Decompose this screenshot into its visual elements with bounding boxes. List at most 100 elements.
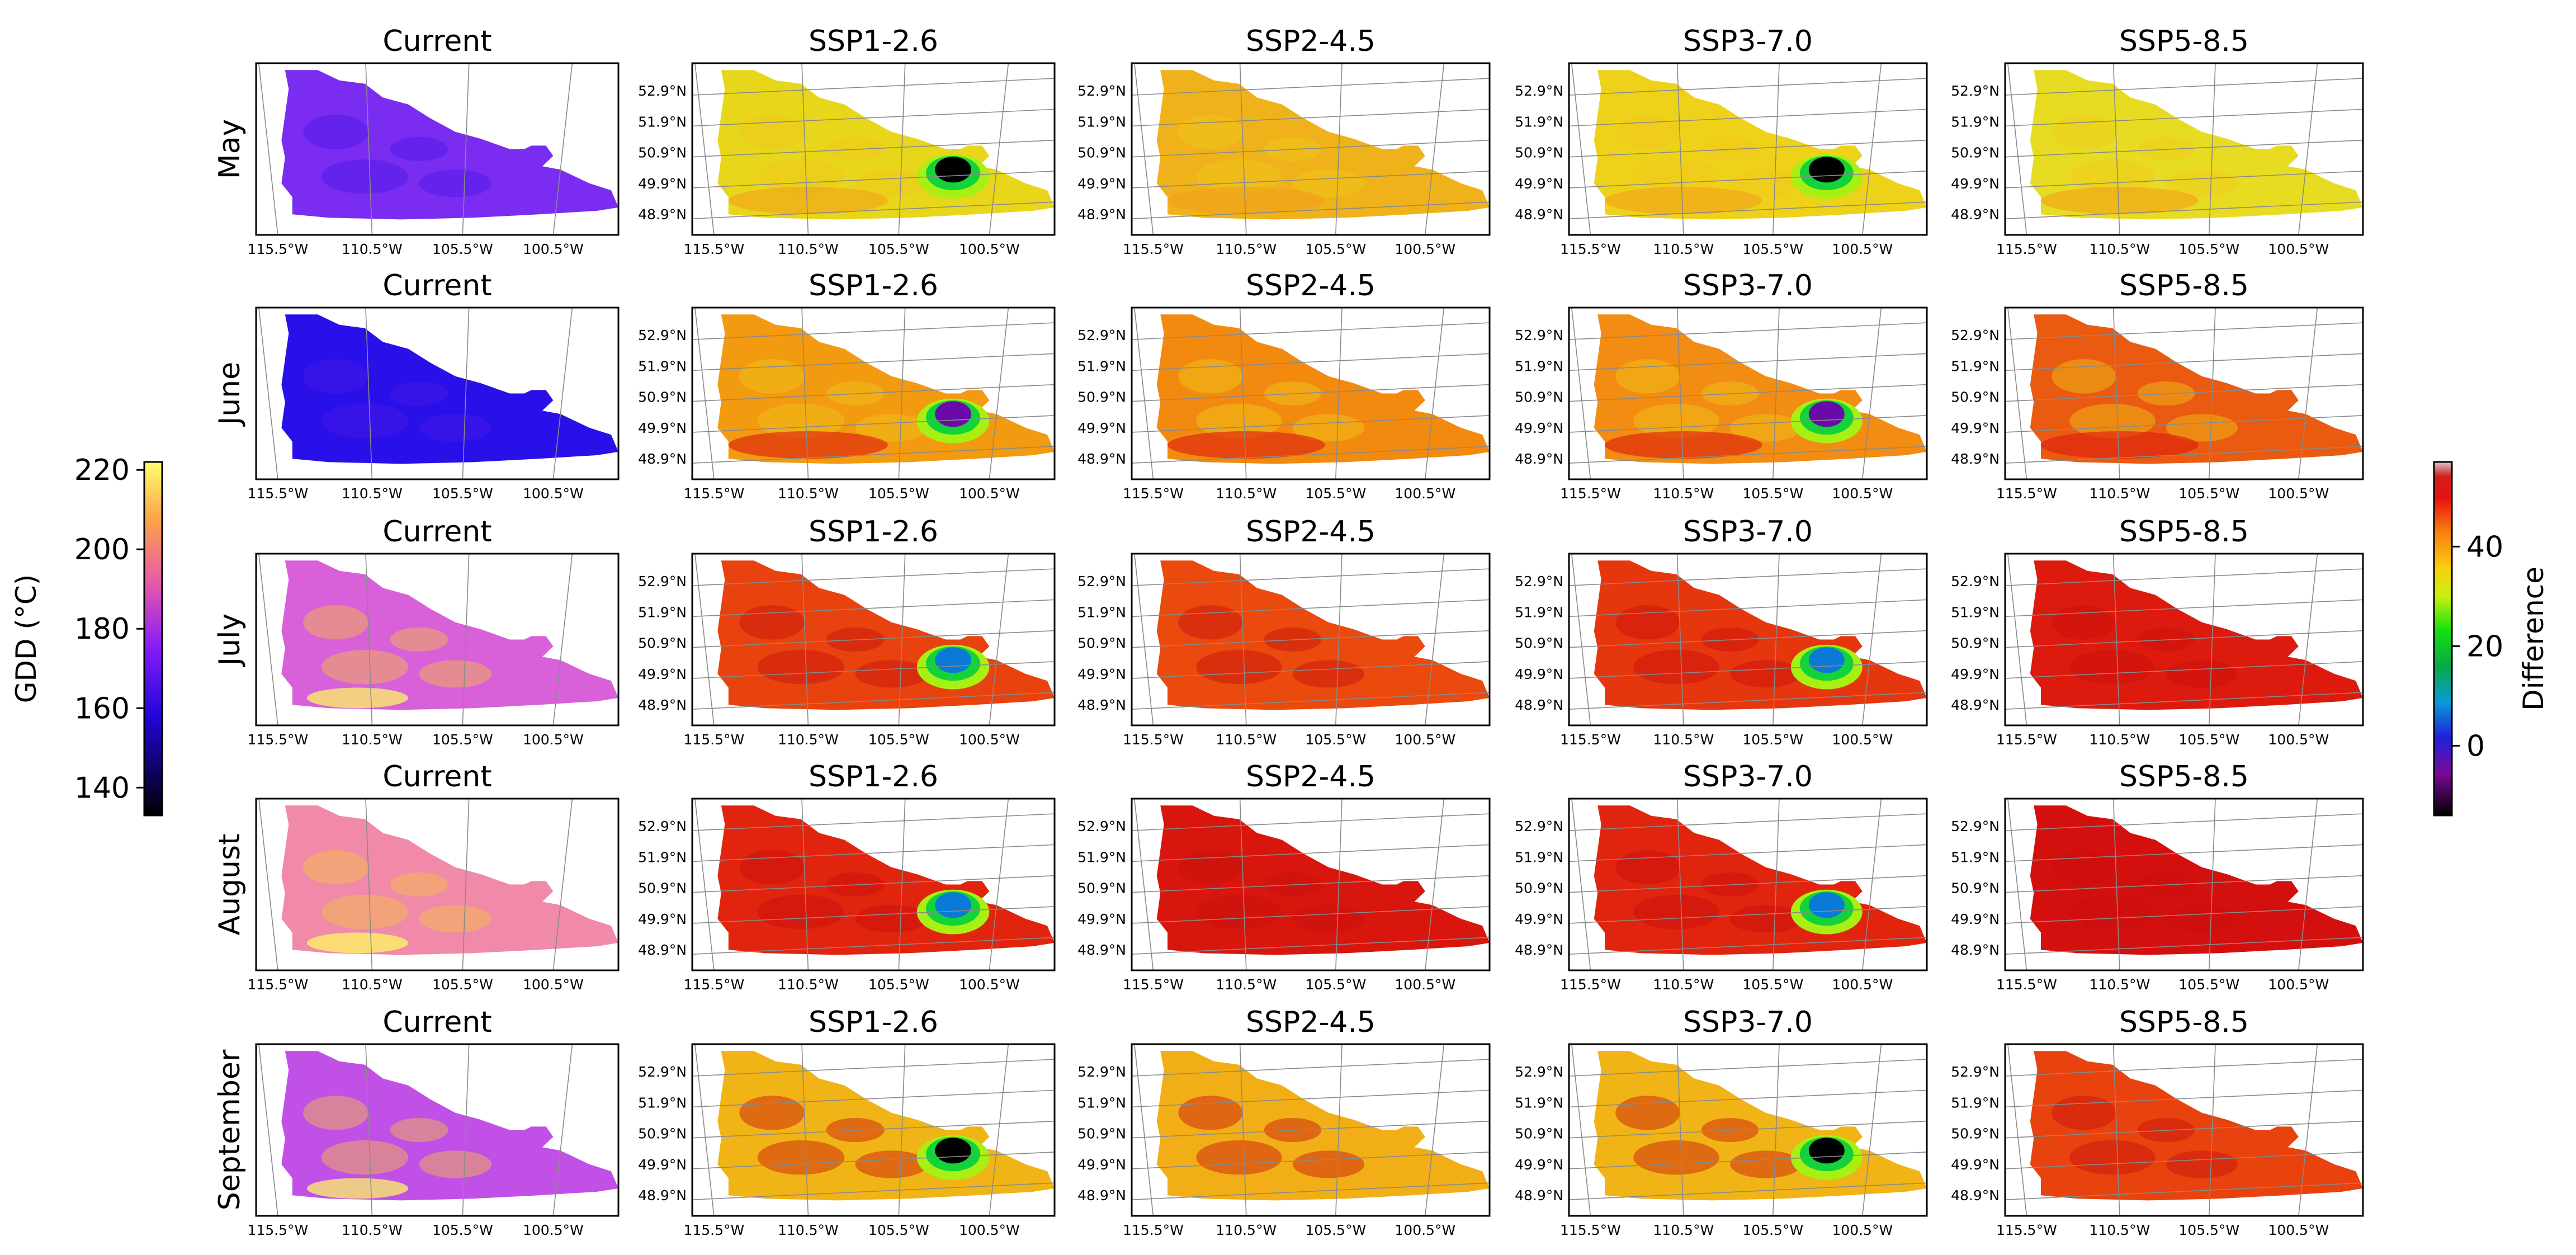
lon-tick-label: 100.5°W — [1832, 241, 1893, 257]
meridian-line — [694, 799, 715, 970]
contour-blob — [1168, 187, 1325, 215]
map-panel-july-ssp5-8.5: SSP5-8.5 115.5°W 110.5°W 105.5°W 100.5°W 52.9… — [1951, 515, 2364, 748]
meridian-line — [2298, 1044, 2318, 1216]
meridian-line — [365, 799, 373, 970]
contour-blob — [1293, 1150, 1364, 1178]
graticule — [258, 308, 573, 479]
panel-frame — [1568, 1043, 1928, 1217]
lon-tick-label: 115.5°W — [1123, 732, 1184, 748]
colorbar-label: GDD (°C) — [10, 574, 42, 704]
graticule — [692, 799, 1055, 970]
lon-tick-label: 105.5°W — [432, 241, 493, 257]
contour-blob — [1293, 905, 1364, 933]
contour-blob — [1196, 649, 1282, 685]
meridian-line — [1335, 799, 1343, 970]
parallel-line — [1132, 568, 1490, 586]
panel-frame — [1131, 553, 1491, 726]
lat-tick-label: 51.9°N — [1077, 849, 1126, 865]
lat-tick-label: 48.9°N — [1951, 942, 2000, 958]
parallel-line — [1132, 692, 1490, 710]
lon-tick-label: 110.5°W — [778, 976, 839, 993]
lon-tick-label: 115.5°W — [247, 241, 308, 257]
lat-tick-label: 51.9°N — [1515, 604, 1563, 620]
graticule — [258, 554, 573, 725]
graticule — [1569, 799, 1927, 970]
parallel-line — [1569, 353, 1927, 371]
parallel-line — [1569, 692, 1927, 710]
contour-blob — [757, 159, 845, 194]
lon-tick-label: 100.5°W — [959, 1222, 1020, 1238]
parallel-line — [2005, 1182, 2363, 1200]
parallel-line — [692, 384, 1055, 402]
contour-blob — [1615, 359, 1680, 394]
lon-tick-label: 115.5°W — [247, 732, 308, 748]
contour-blob — [1178, 115, 1243, 149]
colorbar-label: Difference — [2517, 567, 2550, 711]
parallel-line — [1569, 813, 1927, 831]
parallel-line — [2005, 1059, 2363, 1077]
lon-tick-label: 115.5°W — [683, 241, 744, 257]
colorbar-difference: 40 20 0 Difference — [2433, 461, 2550, 817]
parallel-line — [1569, 322, 1927, 340]
lon-tick-label: 110.5°W — [778, 1222, 839, 1238]
contour-blob — [1730, 169, 1802, 197]
meridian-line — [801, 799, 809, 970]
lon-tick-label: 115.5°W — [1123, 1222, 1184, 1238]
lat-tick-label: 52.9°N — [1515, 327, 1563, 343]
anomaly-patch-core — [935, 401, 971, 427]
map-panel-july-ssp1-2.6: SSP1-2.6 115.5°W 110.5°W 105.5°W 100.5°W 52.9… — [638, 515, 1056, 748]
meridian-line — [989, 554, 1009, 725]
meridian-line — [2007, 554, 2027, 725]
contour-blob — [2052, 115, 2116, 149]
contour-blob — [739, 359, 805, 394]
map-panel-august-ssp1-2.6: SSP1-2.6 115.5°W 110.5°W 105.5°W 100.5°W 52.9… — [638, 760, 1056, 993]
lat-tick-label: 51.9°N — [1077, 358, 1126, 374]
parallel-line — [1569, 384, 1927, 402]
lat-tick-label: 48.9°N — [638, 697, 687, 713]
lat-tick-label: 51.9°N — [1515, 358, 1563, 374]
lat-tick-label: 48.9°N — [1515, 206, 1563, 223]
graticule — [258, 1044, 573, 1216]
lat-tick-label: 52.9°N — [638, 327, 687, 343]
lat-tick-label: 48.9°N — [1951, 1187, 2000, 1204]
contour-blob — [1178, 850, 1243, 885]
panel-title: SSP1-2.6 — [809, 515, 938, 549]
meridian-line — [1335, 63, 1343, 235]
parallel-line — [1132, 446, 1490, 464]
lon-tick-label: 115.5°W — [1123, 485, 1184, 502]
meridian-line — [1134, 1044, 1154, 1216]
lon-tick-label: 110.5°W — [1653, 485, 1714, 502]
parallel-line — [2005, 322, 2363, 340]
parallel-line — [692, 322, 1055, 340]
row-label-august: August — [213, 834, 247, 936]
lat-tick-label: 52.9°N — [1515, 83, 1563, 99]
lat-tick-label: 52.9°N — [1515, 573, 1563, 589]
lon-tick-label: 110.5°W — [2089, 732, 2150, 748]
meridian-line — [2112, 554, 2120, 725]
lon-tick-label: 110.5°W — [2089, 241, 2150, 257]
parallel-line — [692, 875, 1055, 893]
meridian-line — [801, 308, 809, 479]
anomaly-patch-core — [1808, 401, 1845, 427]
lon-tick-label: 115.5°W — [683, 976, 744, 993]
lat-tick-label: 48.9°N — [638, 942, 687, 958]
panel-title: Current — [382, 515, 491, 549]
contour-blob — [2166, 169, 2238, 197]
lon-tick-label: 105.5°W — [2178, 241, 2239, 257]
meridian-line — [1862, 63, 1882, 235]
contour-blob — [321, 894, 409, 930]
map-panel-september-current: Current 115.5°W 110.5°W 105.5°W 100.5°W — [247, 1006, 620, 1238]
meridian-line — [1773, 799, 1780, 970]
contour-blob — [419, 169, 492, 197]
parallel-line — [692, 906, 1055, 924]
graticule — [1132, 1044, 1490, 1216]
meridian-line — [258, 63, 278, 235]
lon-tick-label: 110.5°W — [1653, 241, 1714, 257]
lat-tick-label: 48.9°N — [1951, 697, 2000, 713]
parallel-line — [1132, 171, 1490, 188]
contour-blob — [2166, 905, 2238, 933]
lon-tick-label: 105.5°W — [2178, 732, 2239, 748]
contour-blob — [1196, 894, 1282, 930]
lat-tick-label: 50.9°N — [1077, 389, 1126, 405]
contour-blob — [2069, 159, 2156, 194]
